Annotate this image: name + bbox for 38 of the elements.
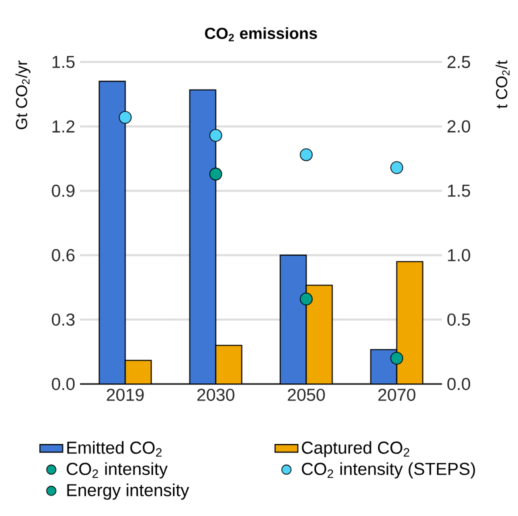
point	[209, 168, 222, 180]
y-tick-label: 1.2	[52, 120, 74, 132]
chart-title: CO$_{2}$ emissions	[204, 27, 317, 42]
point	[300, 292, 313, 306]
bar	[215, 344, 242, 384]
x-tick-label: 2070	[378, 388, 416, 401]
x-tick-label: 2030	[197, 388, 234, 401]
bar	[396, 261, 424, 384]
y2-tick-label: 0.5	[447, 313, 470, 326]
legend-label: Emitted CO$_{2}$	[67, 441, 162, 457]
bar	[189, 89, 216, 384]
y-tick-label: 0.0	[52, 378, 75, 390]
bar	[306, 284, 333, 384]
point	[390, 161, 404, 174]
point	[390, 352, 404, 365]
y-tick-label: 0.3	[52, 313, 75, 326]
y2-tick-label: 1.0	[448, 249, 470, 262]
y-tick-label: 0.9	[52, 184, 74, 197]
bar	[124, 360, 152, 384]
legend-label: Captured CO$_{2}$	[302, 441, 410, 458]
legend-label: CO$_{2}$ intensity	[66, 462, 168, 478]
y-tick-label: 1.5	[52, 56, 75, 68]
y2-tick-label: 2.5	[448, 56, 470, 68]
bar	[280, 254, 307, 384]
x-tick-label: 2050	[288, 388, 325, 401]
point	[118, 110, 132, 124]
legend-label: Energy intensity	[67, 484, 190, 500]
y-tick-label: 0.6	[52, 249, 75, 262]
legend-label: CO$_{2}$ intensity (STEPS)	[302, 462, 475, 478]
y2-tick-label: 0.0	[447, 378, 470, 390]
y-axis-title: Gt CO$_{2}$/yr	[16, 60, 30, 130]
y2-axis-title: t CO$_{2}$/t	[496, 60, 510, 108]
y2-tick-label: 1.5	[448, 184, 470, 197]
point	[209, 129, 222, 142]
bar	[98, 80, 126, 384]
y2-tick-label: 2.0	[448, 120, 470, 133]
point	[300, 148, 313, 162]
x-tick-label: 2019	[106, 388, 144, 401]
